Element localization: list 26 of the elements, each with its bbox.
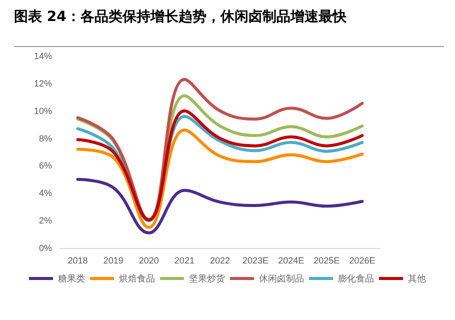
y-tick-label: 6% bbox=[38, 160, 52, 171]
chart-title: 图表 24：各品类保持增长趋势，休闲卤制品增速最快 bbox=[14, 8, 346, 26]
x-tick-label: 2026E bbox=[349, 256, 376, 266]
x-tick-label: 2025E bbox=[314, 256, 340, 266]
line-series bbox=[76, 178, 364, 234]
legend-label: 烘焙食品 bbox=[119, 274, 155, 284]
legend-label: 坚果炒货 bbox=[189, 274, 225, 284]
y-tick-label: 14% bbox=[34, 51, 52, 61]
x-tick-label: 2020 bbox=[138, 256, 159, 266]
x-tick-label: 2023E bbox=[242, 256, 269, 266]
y-tick-label: 10% bbox=[34, 106, 52, 116]
x-tick-label: 2021 bbox=[174, 256, 194, 266]
x-tick-label: 2024E bbox=[278, 256, 304, 266]
x-tick-label: 2022 bbox=[210, 256, 230, 266]
x-tick-label: 2019 bbox=[103, 256, 124, 266]
legend-label: 膨化食品 bbox=[338, 274, 374, 284]
legend-label: 糖果类 bbox=[58, 274, 85, 284]
y-tick-label: 4% bbox=[38, 188, 52, 198]
legend-label: 其他 bbox=[408, 274, 426, 284]
y-tick-label: 2% bbox=[38, 216, 52, 226]
y-tick-label: 12% bbox=[34, 78, 52, 88]
y-tick-label: 8% bbox=[38, 133, 52, 144]
x-tick-label: 2018 bbox=[68, 256, 88, 266]
legend-label: 休闲卤制品 bbox=[259, 274, 304, 284]
y-tick-label: 0% bbox=[38, 243, 52, 253]
line-series bbox=[76, 128, 364, 229]
